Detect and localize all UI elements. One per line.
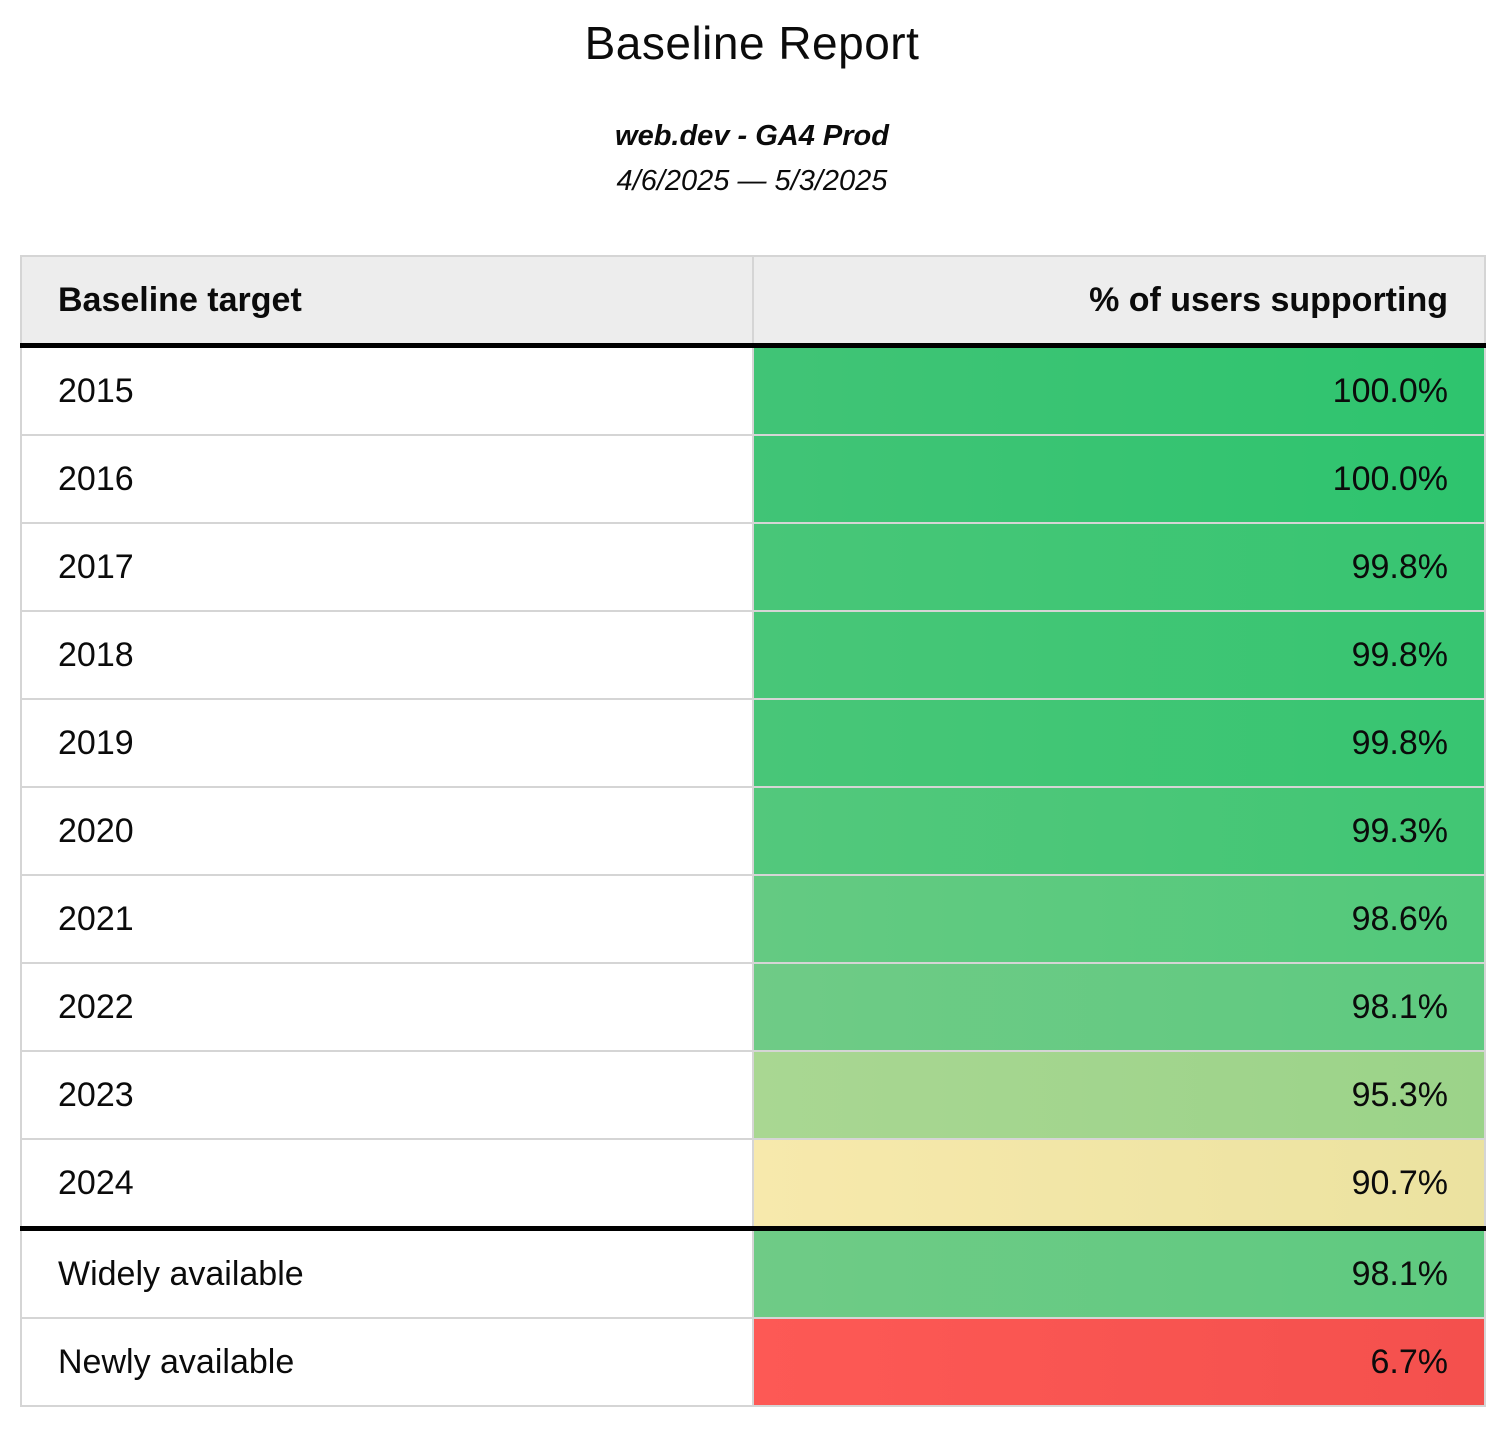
percent-supporting-cell: 90.7% — [752, 1138, 1486, 1230]
table-row: 2017 99.8% — [20, 522, 1486, 612]
percent-supporting-cell: 6.7% — [752, 1317, 1486, 1407]
column-header-percent-users: % of users supporting — [752, 255, 1486, 348]
baseline-target-cell: 2019 — [20, 698, 754, 788]
baseline-target-cell: Widely available — [20, 1226, 754, 1319]
percent-supporting-cell: 98.1% — [752, 1226, 1486, 1319]
table-row: 2015 100.0% — [20, 344, 1486, 436]
percent-supporting-cell: 99.8% — [752, 522, 1486, 612]
column-header-baseline-target: Baseline target — [20, 255, 754, 348]
baseline-target-cell: 2022 — [20, 962, 754, 1052]
percent-supporting-cell: 99.3% — [752, 786, 1486, 876]
baseline-target-cell: 2018 — [20, 610, 754, 700]
percent-supporting-cell: 95.3% — [752, 1050, 1486, 1140]
table-header-row: Baseline target % of users supporting — [20, 255, 1486, 348]
percent-supporting-cell: 99.8% — [752, 698, 1486, 788]
baseline-report-page: Baseline Report web.dev - GA4 Prod 4/6/2… — [0, 14, 1504, 1440]
baseline-target-cell: 2020 — [20, 786, 754, 876]
baseline-target-cell: 2017 — [20, 522, 754, 612]
percent-supporting-cell: 99.8% — [752, 610, 1486, 700]
report-date-range: 4/6/2025 — 5/3/2025 — [616, 165, 888, 197]
table-row: 2020 99.3% — [20, 786, 1486, 876]
percent-supporting-cell: 98.6% — [752, 874, 1486, 964]
percent-supporting-cell: 100.0% — [752, 434, 1486, 524]
baseline-target-cell: 2024 — [20, 1138, 754, 1230]
report-source-subtitle: web.dev - GA4 Prod — [615, 120, 889, 152]
table-row: 2019 99.8% — [20, 698, 1486, 788]
table-row: 2018 99.8% — [20, 610, 1486, 700]
table-row: 2016 100.0% — [20, 434, 1486, 524]
baseline-target-cell: 2016 — [20, 434, 754, 524]
table-row: 2021 98.6% — [20, 874, 1486, 964]
table-row: Newly available 6.7% — [20, 1317, 1486, 1407]
table-row: Widely available 98.1% — [20, 1226, 1486, 1319]
baseline-support-table: Baseline target % of users supporting 20… — [20, 255, 1486, 1407]
table-row: 2024 90.7% — [20, 1138, 1486, 1230]
page-title: Baseline Report — [584, 17, 920, 69]
baseline-target-cell: 2015 — [20, 344, 754, 436]
baseline-target-cell: 2021 — [20, 874, 754, 964]
table-row: 2022 98.1% — [20, 962, 1486, 1052]
percent-supporting-cell: 98.1% — [752, 962, 1486, 1052]
baseline-target-cell: 2023 — [20, 1050, 754, 1140]
baseline-target-cell: Newly available — [20, 1317, 754, 1407]
table-body: 2015 100.0% 2016 100.0% 2017 99.8% 2018 99.8% 20… — [20, 344, 1486, 1407]
percent-supporting-cell: 100.0% — [752, 344, 1486, 436]
table-row: 2023 95.3% — [20, 1050, 1486, 1140]
